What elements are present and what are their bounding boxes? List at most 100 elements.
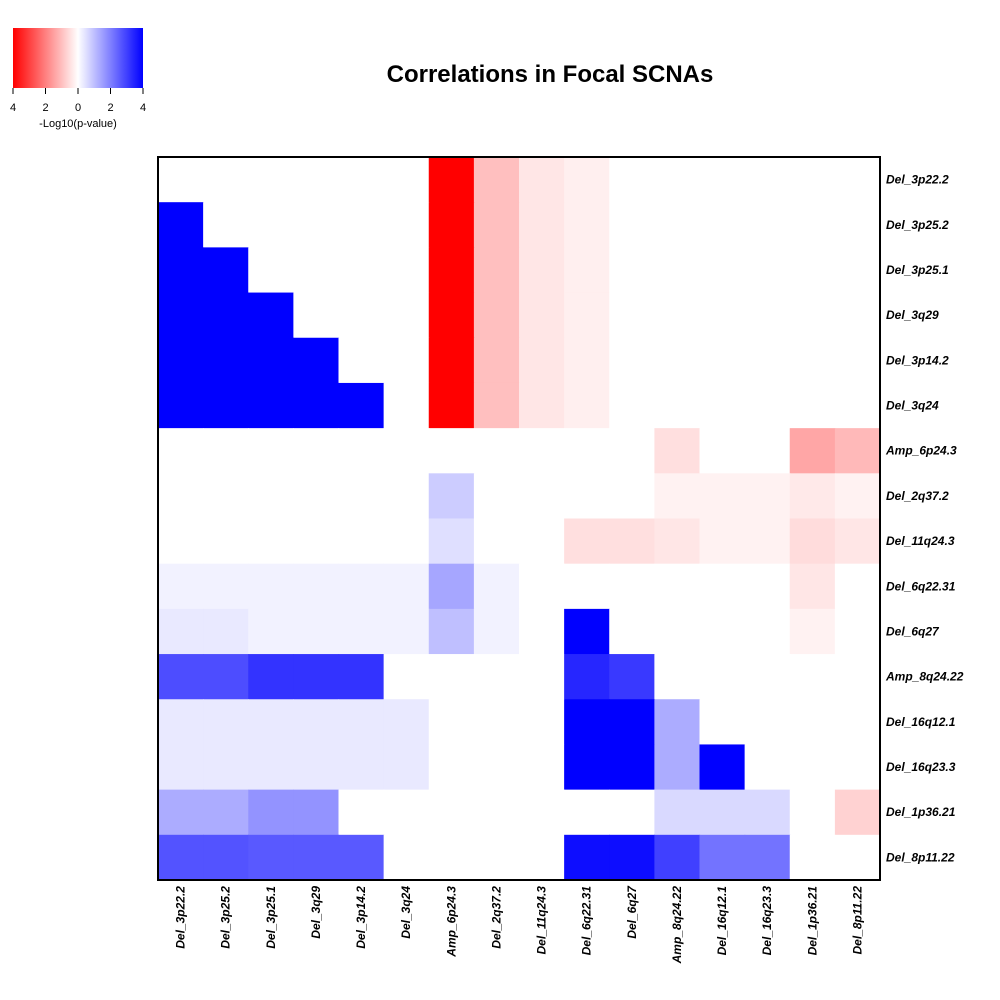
heatmap-cell [609, 518, 655, 565]
heatmap-cell [519, 654, 565, 700]
heatmap-cell [744, 337, 791, 384]
heatmap-cell [834, 834, 881, 881]
heatmap-cell [564, 789, 610, 836]
heatmap-cell [654, 157, 701, 203]
legend-tick-label: 0 [75, 102, 81, 114]
heatmap-cell [564, 292, 610, 339]
heatmap-cell [338, 247, 385, 294]
heatmap-cell [158, 382, 204, 429]
row-label: Del_3q29 [886, 308, 939, 322]
heatmap-cell [428, 563, 475, 610]
heatmap-cell [383, 654, 430, 700]
row-label: Del_6q27 [886, 624, 940, 638]
heatmap-cell [158, 428, 204, 474]
heatmap-cell [293, 654, 340, 700]
heatmap-cell [383, 699, 430, 746]
column-label: Del_11q24.3 [535, 886, 549, 955]
heatmap-cell [789, 473, 836, 520]
heatmap-cell [338, 202, 385, 248]
color-legend: 4 2 0 2 4 -Log10(p-value) [10, 28, 146, 130]
column-label: Del_3p22.2 [174, 886, 188, 949]
heatmap-cell [654, 834, 701, 881]
heatmap-cell [609, 247, 655, 294]
heatmap-cell [338, 337, 385, 384]
heatmap-cell [203, 337, 249, 384]
heatmap-cell [383, 428, 430, 474]
heatmap-cell [654, 382, 701, 429]
column-label: Del_3p25.1 [264, 886, 278, 949]
heatmap-cell [158, 834, 204, 881]
heatmap-cell [699, 428, 746, 474]
heatmap-cell [654, 337, 701, 384]
heatmap-cell [383, 157, 430, 203]
heatmap-cell [383, 382, 430, 429]
heatmap-cell [564, 247, 610, 294]
heatmap-cell [564, 473, 610, 520]
chart-title: Correlations in Focal SCNAs [387, 61, 714, 88]
heatmap-cell [383, 202, 430, 248]
heatmap-cell [338, 563, 385, 610]
heatmap-cell [293, 202, 340, 248]
heatmap-cell [564, 337, 610, 384]
heatmap-cell [789, 563, 836, 610]
heatmap-cell [473, 654, 520, 700]
heatmap-cell [338, 157, 385, 203]
legend-tick-label: 4 [10, 102, 16, 114]
heatmap-cell [158, 699, 204, 746]
heatmap-cell [428, 157, 475, 203]
heatmap-cell [293, 157, 340, 203]
heatmap-cell [789, 608, 836, 655]
heatmap-cell [519, 382, 565, 429]
row-label: Amp_6p24.3 [885, 444, 957, 458]
heatmap-cell [428, 473, 475, 520]
heatmap-cell [473, 157, 520, 203]
heatmap-cell [789, 157, 836, 203]
heatmap-cell [473, 202, 520, 248]
heatmap-cell [158, 744, 204, 791]
heatmap-cell [338, 473, 385, 520]
heatmap-cell [383, 473, 430, 520]
heatmap-cell [158, 473, 204, 520]
heatmap-cell [203, 473, 249, 520]
heatmap-cell [789, 744, 836, 791]
column-label: Del_1p36.21 [805, 886, 819, 956]
column-label: Del_3q29 [309, 886, 323, 939]
heatmap-cell [609, 608, 655, 655]
heatmap-cell [564, 834, 610, 881]
row-label: Del_16q12.1 [886, 715, 956, 729]
heatmap-cell [428, 699, 475, 746]
heatmap-cell [383, 834, 430, 881]
heatmap-cell [203, 834, 249, 881]
heatmap-cell [789, 789, 836, 836]
heatmap-cell [699, 789, 746, 836]
heatmap-cell [789, 518, 836, 565]
heatmap-cell [248, 473, 294, 520]
column-label: Del_6q22.31 [580, 886, 594, 956]
heatmap-cell [338, 834, 385, 881]
heatmap-cell [248, 202, 294, 248]
row-label: Del_3p25.1 [886, 263, 949, 277]
legend-color-bar [13, 28, 143, 88]
heatmap-cell [473, 608, 520, 655]
heatmap-cell [248, 292, 294, 339]
heatmap-cell [383, 789, 430, 836]
heatmap-cell [834, 247, 881, 294]
heatmap-cell [158, 608, 204, 655]
heatmap-cell [519, 699, 565, 746]
heatmap-cell [699, 292, 746, 339]
heatmap-cell [203, 789, 249, 836]
heatmap-cell [654, 247, 701, 294]
heatmap-cell [699, 247, 746, 294]
heatmap-cell [744, 699, 791, 746]
heatmap-cell [744, 247, 791, 294]
heatmap-cell [654, 744, 701, 791]
heatmap-cell [654, 292, 701, 339]
heatmap-cell [338, 382, 385, 429]
row-label: Del_3p14.2 [886, 353, 949, 367]
heatmap-cell [203, 382, 249, 429]
heatmap-cell [564, 518, 610, 565]
heatmap-cell [428, 789, 475, 836]
heatmap-cell [473, 428, 520, 474]
heatmap-cell [744, 654, 791, 700]
heatmap-cell [293, 428, 340, 474]
